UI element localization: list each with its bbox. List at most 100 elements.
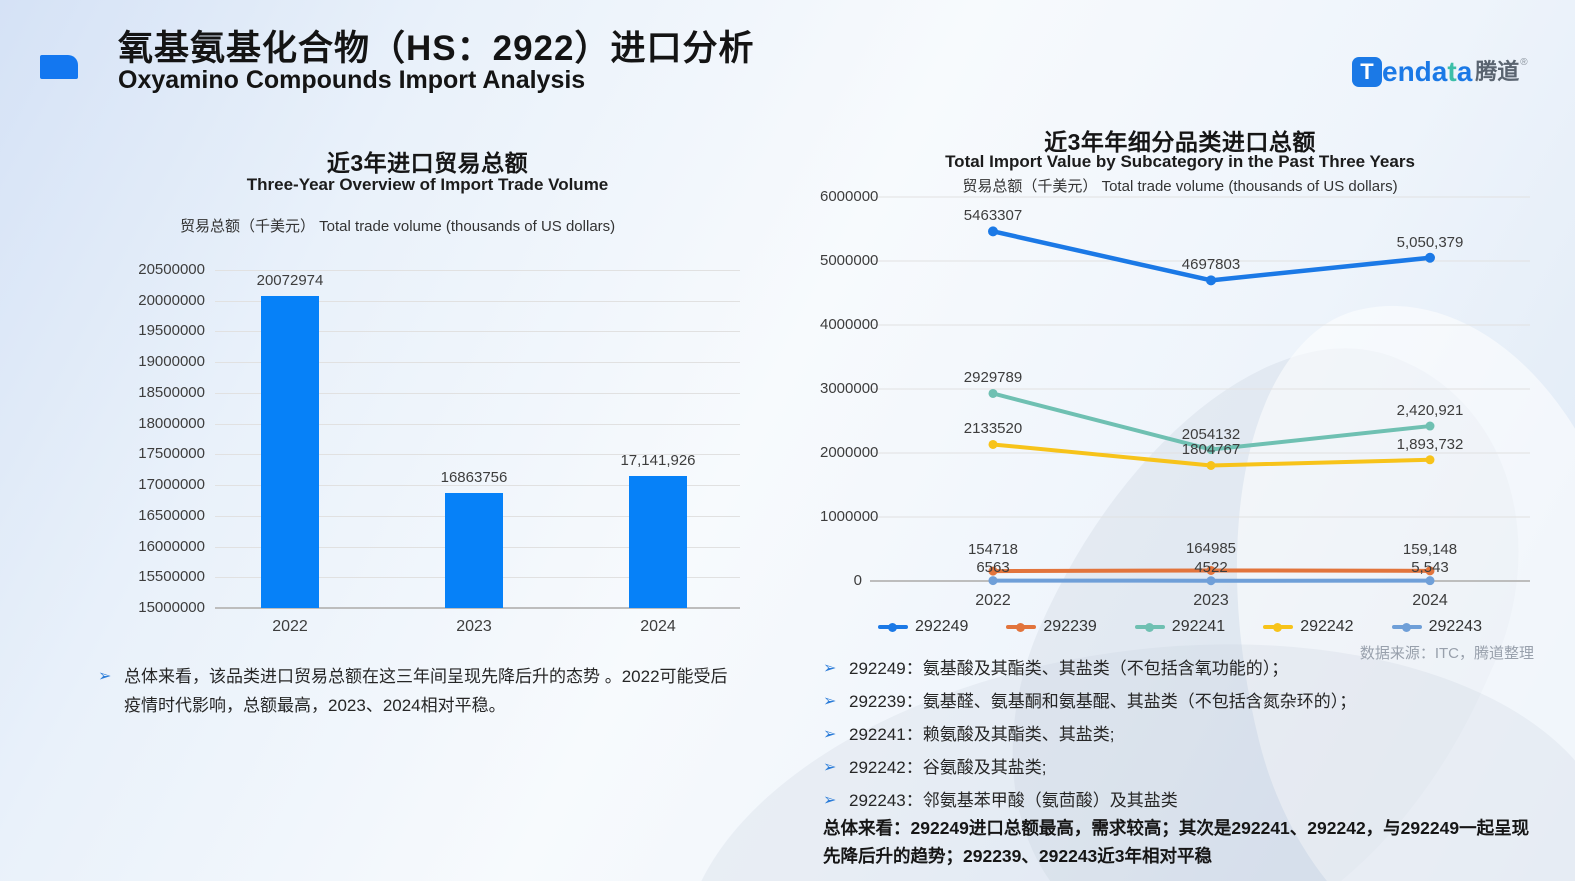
bullet-arrow-icon: ➢ xyxy=(823,792,837,809)
gridline xyxy=(215,270,740,271)
y-axis-tick: 4000000 xyxy=(820,316,879,333)
gridline xyxy=(215,454,740,456)
bar-2023 xyxy=(445,493,503,608)
legend-label: 292249 xyxy=(915,618,969,635)
legend-dot xyxy=(1144,622,1154,632)
y-axis-tick: 6000000 xyxy=(820,188,879,205)
point-label-292249: 5463307 xyxy=(963,207,1023,225)
y-axis-tick: 18500000 xyxy=(138,383,205,401)
bar-chart-note-text: 总体来看，该品类进口贸易总额在这三年间呈现先降后升的态势 。2022可能受后疫情… xyxy=(124,667,728,715)
point-label-292239: 159,148 xyxy=(1402,540,1458,558)
y-axis-tick: 3000000 xyxy=(820,380,879,397)
logo-text-cn: 腾道 xyxy=(1475,59,1520,84)
data-point-292241 xyxy=(988,388,998,398)
legend-marker-icon xyxy=(1263,622,1294,632)
y-axis-tick: 5000000 xyxy=(820,252,879,269)
bar-value-label: 16863756 xyxy=(440,469,508,487)
data-point-292239 xyxy=(1425,566,1435,576)
y-axis-tick: 17000000 xyxy=(138,476,205,494)
x-axis-label: 2024 xyxy=(1412,592,1448,609)
point-label-292249: 5,050,379 xyxy=(1396,233,1464,251)
subcategory-note-text: 292239：氨基醛、氨基酮和氨基醌、其盐类（不包括含氮杂环的）； xyxy=(849,692,1357,711)
bar-2024 xyxy=(629,476,687,608)
bar-chart-title: 近3年进口贸易总额 xyxy=(326,150,529,176)
tendata-logo: T enda t a 腾道 ® xyxy=(1352,57,1528,87)
gridline xyxy=(215,607,740,609)
legend-marker-icon xyxy=(1006,622,1037,632)
data-point-292249 xyxy=(1425,252,1435,263)
data-point-292242 xyxy=(1206,460,1216,470)
subcategory-note-text: 292243：邻氨基苯甲酸（氨茴酸）及其盐类 xyxy=(849,791,1178,810)
data-point-292243 xyxy=(1206,576,1216,586)
subcategory-note: ➢ 292239：氨基醛、氨基酮和氨基醌、其盐类（不包括含氮杂环的）； xyxy=(823,692,1538,712)
y-axis-tick: 16000000 xyxy=(138,537,205,555)
legend-dot xyxy=(1273,622,1283,632)
y-axis-tick: 1000000 xyxy=(820,508,879,525)
logo-registered-mark: ® xyxy=(1520,57,1528,68)
y-axis-tick: 20000000 xyxy=(138,291,205,309)
y-axis-tick: 18000000 xyxy=(138,414,205,432)
bullet-arrow-icon: ➢ xyxy=(98,668,112,685)
gridline xyxy=(215,300,740,302)
y-axis-tick: 16500000 xyxy=(138,506,205,524)
line-chart-canvas xyxy=(870,196,1530,586)
bullet-arrow-icon: ➢ xyxy=(823,726,837,743)
legend-item-292239: 292239 xyxy=(1006,618,1097,636)
point-label-292242: 1804767 xyxy=(1181,441,1241,459)
legend-dot xyxy=(1016,622,1026,632)
data-point-292243 xyxy=(1425,576,1435,586)
point-label-292241: 2,420,921 xyxy=(1396,402,1464,420)
data-source-note: 数据来源：ITC，腾道整理 xyxy=(1359,645,1534,662)
point-label-292241: 2054132 xyxy=(1181,425,1241,443)
y-axis-tick: 15500000 xyxy=(138,568,205,586)
point-label-292241: 2929789 xyxy=(963,369,1023,387)
data-point-292239 xyxy=(1206,565,1216,575)
page-subtitle: Oxyamino Compounds Import Analysis xyxy=(118,66,586,94)
data-point-292249 xyxy=(1206,275,1216,286)
y-axis-tick: 15000000 xyxy=(138,599,205,616)
point-label-292249: 4697803 xyxy=(1181,256,1241,274)
x-axis-label: 2022 xyxy=(272,618,308,635)
logo-text-blue: enda xyxy=(1382,56,1448,87)
bar-2022 xyxy=(261,296,319,608)
legend-label: 292239 xyxy=(1043,618,1097,635)
line-chart-axis-label: 贸易总额（千美元） Total trade volume (thousands … xyxy=(962,178,1398,195)
data-point-292239 xyxy=(988,566,998,576)
bar-chart-subtitle: Three-Year Overview of Import Trade Volu… xyxy=(246,175,609,194)
data-point-292241 xyxy=(1206,445,1216,455)
page-title: 氧基氨基化合物（HS：2922）进口分析 xyxy=(118,29,755,68)
data-point-292241 xyxy=(1425,421,1435,431)
header-accent-icon xyxy=(40,55,78,79)
legend-label: 292241 xyxy=(1171,618,1226,635)
point-label-292239: 154718 xyxy=(967,541,1019,559)
bullet-arrow-icon: ➢ xyxy=(823,660,837,677)
logo-text-blue2: a xyxy=(1456,56,1473,87)
legend-dot xyxy=(888,622,898,632)
data-point-292242 xyxy=(988,439,998,449)
subcategory-note: ➢ 292249：氨基酸及其酯类、其盐类（不包括含氧功能的）； xyxy=(823,659,1538,679)
x-axis-label: 2022 xyxy=(975,592,1011,609)
subcategory-note: ➢ 292243：邻氨基苯甲酸（氨茴酸）及其盐类 xyxy=(823,791,1538,811)
x-axis-label: 2023 xyxy=(1193,592,1229,609)
bullet-arrow-icon: ➢ xyxy=(823,759,837,776)
legend-label: 292243 xyxy=(1428,618,1482,635)
point-label-292242: 2133520 xyxy=(963,420,1023,438)
point-label-292239: 164985 xyxy=(1185,540,1237,558)
line-chart-subtitle: Total Import Value by Subcategory in the… xyxy=(945,152,1415,171)
legend-item-292243: 292243 xyxy=(1391,618,1482,636)
data-point-292242 xyxy=(1425,455,1435,465)
bar-chart-axis-label: 贸易总额（千美元） Total trade volume (thousands … xyxy=(180,218,616,235)
legend-item-292249: 292249 xyxy=(878,618,968,636)
legend-dot xyxy=(1401,622,1411,632)
x-axis-label: 2023 xyxy=(456,618,492,635)
line-chart-title: 近3年年细分品类进口总额 xyxy=(1044,129,1316,155)
x-axis-label: 2024 xyxy=(640,618,676,635)
logo-text-teal: t xyxy=(1447,56,1457,87)
legend-item-292241: 292241 xyxy=(1134,618,1226,636)
bullet-arrow-icon: ➢ xyxy=(823,693,837,710)
point-label-292243: 4522 xyxy=(1194,558,1228,576)
legend-label: 292242 xyxy=(1300,618,1354,635)
bar-chart-note: ➢ 总体来看，该品类进口贸易总额在这三年间呈现先降后升的态势 。2022可能受后… xyxy=(98,662,744,720)
line-chart-summary: 总体来看：292249进口总额最高，需求较高；其次是292241、292242，… xyxy=(823,818,1530,866)
point-label-292242: 1,893,732 xyxy=(1396,435,1464,453)
